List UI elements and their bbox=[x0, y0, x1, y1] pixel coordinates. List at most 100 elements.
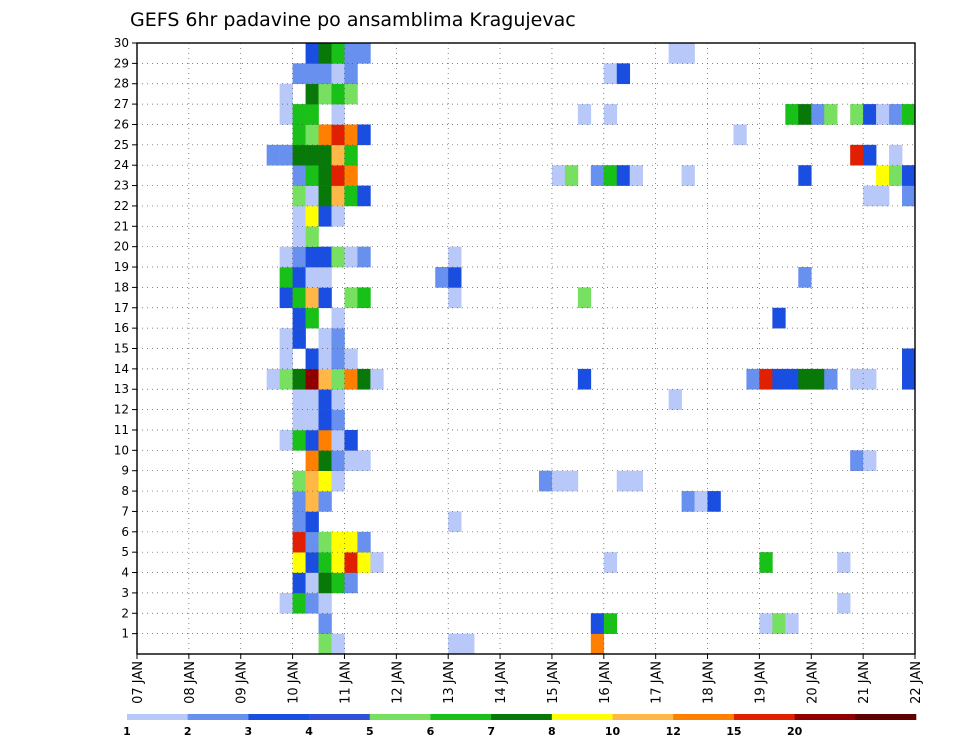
heatmap-cell bbox=[707, 491, 721, 512]
heatmap-cell bbox=[331, 389, 345, 410]
heatmap-cell bbox=[331, 409, 345, 431]
heatmap-cell bbox=[759, 368, 773, 390]
heatmap-cell bbox=[448, 246, 462, 268]
x-tick-label: 17 JAN bbox=[650, 661, 665, 704]
y-tick-label: 3 bbox=[121, 586, 129, 600]
heatmap-cell bbox=[305, 226, 319, 247]
heatmap-cell bbox=[305, 429, 319, 451]
legend-label: 7 bbox=[487, 725, 495, 738]
heatmap-cell bbox=[318, 429, 332, 451]
heatmap-cell bbox=[344, 83, 358, 105]
heatmap-cell bbox=[331, 205, 345, 227]
heatmap-cell bbox=[616, 165, 631, 186]
heatmap-cell bbox=[331, 470, 345, 492]
heatmap-cell bbox=[279, 429, 293, 451]
y-tick-label: 29 bbox=[114, 56, 129, 70]
heatmap-cell bbox=[694, 491, 708, 512]
x-tick-label: 07 JAN bbox=[131, 661, 146, 704]
heatmap-cell bbox=[318, 348, 332, 370]
heatmap-cell bbox=[331, 572, 345, 594]
y-tick-label: 15 bbox=[114, 342, 129, 356]
heatmap-cell bbox=[305, 511, 319, 533]
heatmap-cell bbox=[850, 368, 864, 390]
grid-lines bbox=[137, 42, 915, 654]
heatmap-cell bbox=[318, 83, 332, 105]
y-tick-label: 6 bbox=[121, 525, 129, 539]
legend-label: 3 bbox=[245, 725, 253, 738]
heatmap-cell bbox=[344, 185, 358, 207]
heatmap-cell bbox=[331, 348, 345, 370]
heatmap-cell bbox=[279, 328, 293, 349]
heatmap-cell bbox=[305, 205, 319, 227]
heatmap-cell bbox=[357, 43, 371, 64]
heatmap-cell bbox=[305, 83, 319, 105]
heatmap-cell bbox=[785, 104, 799, 125]
heatmap-cell bbox=[344, 165, 358, 186]
heatmap-cell bbox=[603, 63, 618, 85]
x-tick-label: 22 JAN bbox=[909, 661, 924, 704]
heatmap-cell bbox=[292, 552, 306, 573]
heatmap-cell bbox=[292, 470, 306, 492]
heatmap-cell bbox=[318, 63, 332, 85]
heatmap-cell bbox=[305, 470, 319, 492]
y-tick-label: 5 bbox=[121, 545, 129, 559]
heatmap-cell bbox=[344, 348, 358, 370]
heatmap-cell bbox=[902, 165, 916, 186]
heatmap-cell bbox=[850, 450, 864, 471]
heatmap-cell bbox=[668, 43, 682, 64]
heatmap-cell bbox=[292, 368, 306, 390]
legend-swatch bbox=[855, 714, 917, 720]
heatmap-cell bbox=[292, 63, 306, 85]
heatmap-cell bbox=[305, 592, 319, 614]
legend-label: 1 bbox=[123, 725, 131, 738]
heatmap-cell bbox=[318, 552, 332, 573]
y-tick-label: 18 bbox=[114, 280, 129, 294]
heatmap-cell bbox=[824, 104, 838, 125]
heatmap-cell bbox=[759, 613, 773, 634]
heatmap-cell bbox=[850, 144, 864, 166]
heatmap-cell bbox=[318, 43, 332, 64]
heatmap-cell bbox=[318, 592, 332, 614]
heatmap-cell bbox=[318, 246, 332, 268]
heatmap-cell bbox=[305, 104, 319, 125]
heatmap-cell bbox=[564, 165, 579, 186]
heatmap-cell bbox=[876, 185, 890, 207]
heatmap-cell bbox=[889, 144, 903, 166]
heatmap-cell bbox=[668, 389, 682, 410]
heatmap-cell bbox=[798, 368, 812, 390]
heatmap-cell bbox=[331, 633, 345, 655]
heatmap-cell bbox=[902, 368, 916, 390]
heatmap-cell bbox=[305, 389, 319, 410]
heatmap-cell bbox=[292, 205, 306, 227]
heatmap-cell bbox=[292, 124, 306, 146]
heatmap-cell bbox=[344, 572, 358, 594]
heatmap-cell bbox=[279, 144, 293, 166]
x-tick-label: 16 JAN bbox=[598, 661, 613, 704]
heatmap-cell bbox=[331, 368, 345, 390]
y-tick-label: 10 bbox=[114, 443, 129, 457]
heatmap-cell bbox=[331, 552, 345, 573]
heatmap-cell bbox=[863, 104, 877, 125]
y-axis-ticks: 1234567891011121314151617181920212223242… bbox=[114, 36, 137, 641]
heatmap-cell bbox=[331, 185, 345, 207]
legend-swatch bbox=[794, 714, 856, 720]
heatmap-cell bbox=[305, 63, 319, 85]
legend-label: 12 bbox=[666, 725, 681, 738]
heatmap-cell bbox=[902, 104, 916, 125]
heatmap-cell bbox=[357, 368, 371, 390]
heatmap-cell bbox=[564, 470, 579, 492]
heatmap-cell bbox=[292, 409, 306, 431]
heatmap-cell bbox=[772, 368, 786, 390]
heatmap-cell bbox=[590, 613, 605, 634]
heatmap-cell bbox=[305, 185, 319, 207]
heatmap-cell bbox=[318, 124, 332, 146]
heatmap-cell bbox=[603, 104, 618, 125]
heatmap-cell bbox=[331, 144, 345, 166]
y-tick-label: 27 bbox=[114, 97, 129, 111]
heatmap-cell bbox=[850, 104, 864, 125]
y-tick-label: 25 bbox=[114, 138, 129, 152]
heatmap-cell bbox=[448, 633, 462, 655]
heatmap-cell bbox=[279, 348, 293, 370]
heatmap-cell bbox=[331, 165, 345, 186]
